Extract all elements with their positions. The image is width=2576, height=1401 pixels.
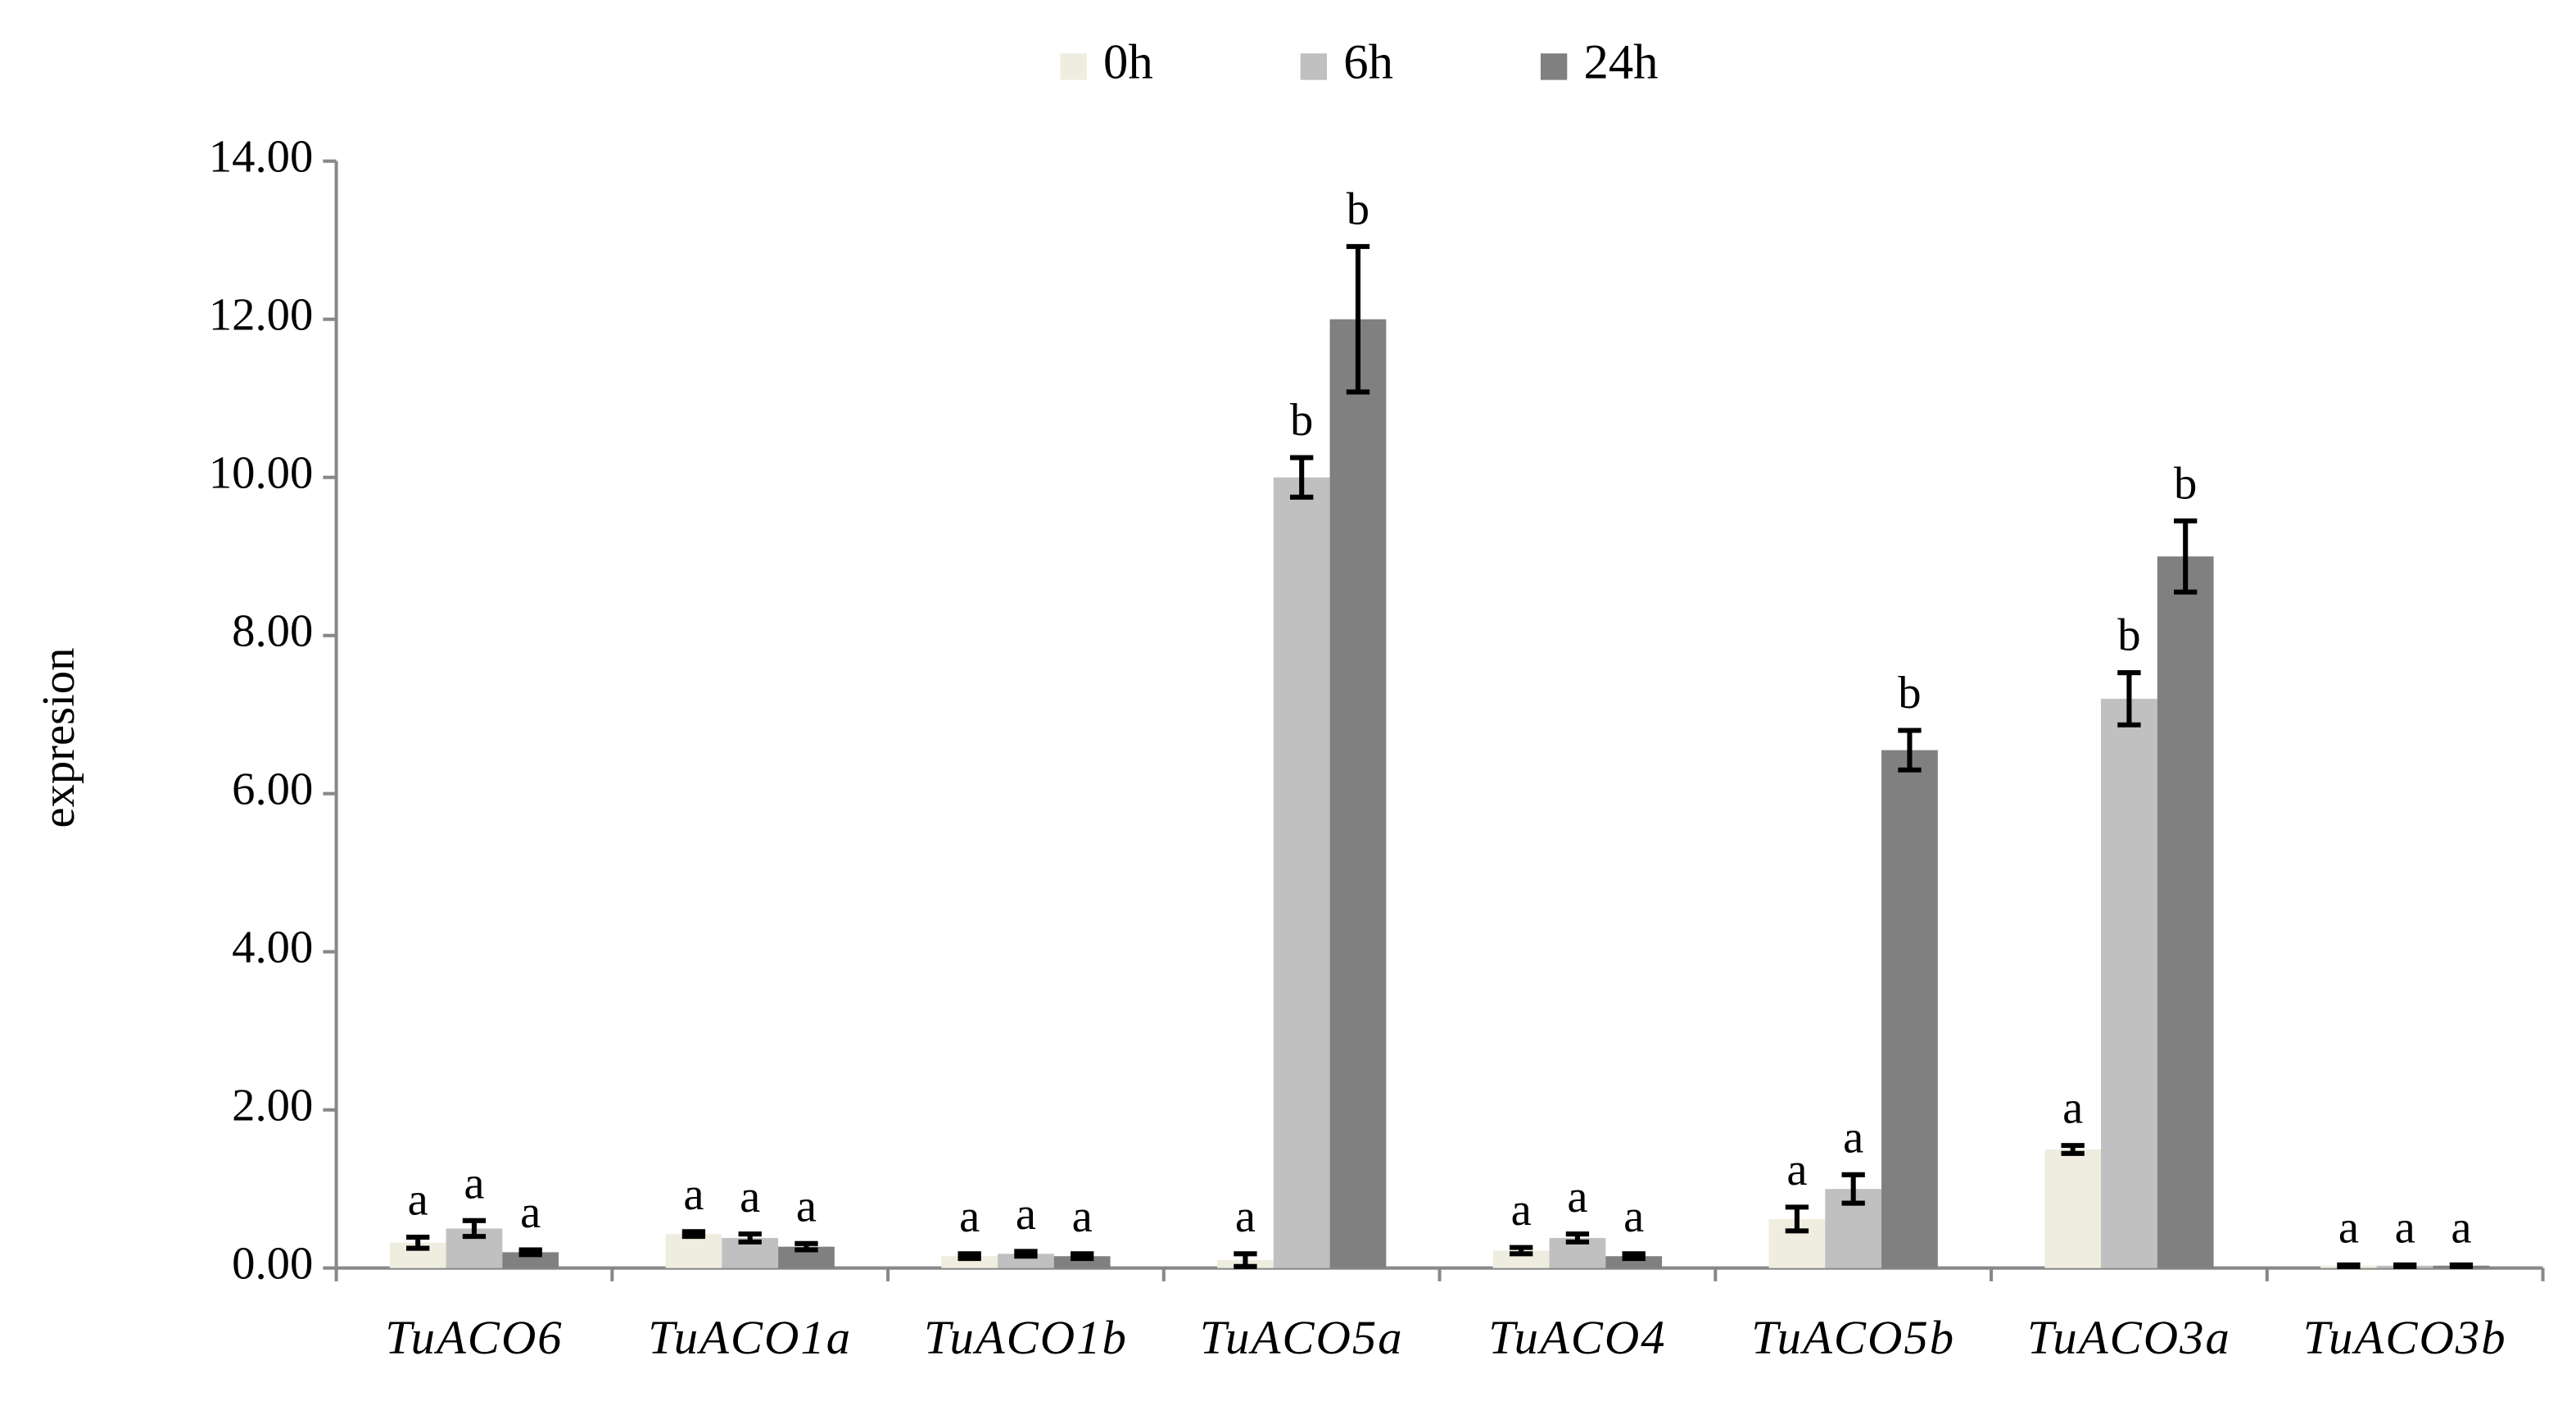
legend-swatch [1300,53,1328,80]
significance-letter: a [1843,1112,1863,1163]
bar [2044,1149,2102,1268]
error-bar [2117,670,2141,728]
significance-letter: b [1347,184,1369,234]
significance-letter: a [1511,1185,1532,1236]
legend-swatch [1540,53,1568,80]
error-bar [1071,1251,1094,1262]
significance-letter: a [2062,1083,2083,1134]
y-tick-label: 12.00 [209,290,313,341]
significance-letter: b [1898,668,1921,719]
significance-letter: a [959,1191,980,1242]
error-bar [1898,728,1922,773]
error-bar [1785,1204,1809,1234]
significance-letter: a [1016,1189,1036,1240]
error-bar [2061,1143,2085,1156]
error-bar [1622,1251,1646,1262]
error-bar [2449,1262,2474,1269]
bar [2101,698,2157,1268]
bar [1881,750,1938,1268]
significance-letter: a [740,1172,760,1222]
x-tick-label: TuACO6 [385,1311,563,1364]
x-tick-label: TuACO4 [1488,1311,1666,1364]
bar [1605,1256,1663,1268]
y-tick-label: 8.00 [232,606,313,657]
x-tick-label: TuACO5b [1751,1311,1955,1364]
significance-letter: a [683,1169,704,1220]
bar [1329,319,1387,1268]
bar [502,1252,559,1268]
bar [1492,1250,1550,1268]
legend-label: 24h [1584,34,1659,89]
error-bar [2174,518,2198,595]
error-bar [1014,1249,1038,1259]
significance-letter: a [1623,1191,1644,1242]
y-tick-label: 10.00 [209,448,313,499]
error-bar [681,1229,706,1240]
error-bar [2393,1262,2417,1269]
y-tick-label: 14.00 [209,132,313,183]
y-axis-label: expresion [34,647,84,827]
significance-letter: a [1235,1191,1256,1242]
x-tick-label: TuACO3a [2027,1311,2231,1364]
significance-letter: a [796,1181,817,1231]
significance-letter: a [2451,1202,2471,1253]
error-bar [406,1235,430,1251]
error-bar [1565,1231,1590,1245]
y-tick-label: 2.00 [232,1081,313,1131]
significance-letter: a [408,1175,428,1226]
bar [2157,556,2214,1268]
significance-letter: b [1290,395,1313,446]
legend-label: 0h [1103,34,1153,89]
bar [998,1254,1054,1268]
y-tick-label: 6.00 [232,764,313,815]
x-tick-label: TuACO1b [924,1311,1128,1364]
legend-swatch [1060,53,1087,80]
x-tick-label: TuACO5a [1200,1311,1404,1364]
y-tick-label: 0.00 [232,1239,313,1290]
error-bar [1234,1251,1257,1269]
error-bar [1346,243,1370,395]
x-tick-label: TuACO3b [2303,1311,2507,1364]
error-bar [1290,455,1314,500]
significance-letter: a [1567,1172,1587,1222]
error-bar [462,1217,487,1240]
bar [1053,1256,1111,1268]
error-bar [958,1251,981,1262]
significance-letter: a [464,1158,484,1208]
significance-letter: b [2117,610,2140,661]
error-bar [2337,1262,2361,1269]
error-bar [518,1247,542,1258]
significance-letter: a [2338,1202,2359,1253]
significance-letter: a [520,1187,541,1238]
significance-letter: a [1072,1191,1093,1242]
y-tick-label: 4.00 [232,923,313,973]
bar [941,1256,998,1268]
x-tick-label: TuACO1a [648,1311,852,1364]
error-bar [795,1240,818,1253]
legend-label: 6h [1343,34,1393,89]
significance-letter: a [2395,1202,2415,1253]
error-bar [1841,1172,1865,1206]
significance-letter: b [2174,458,2197,509]
error-bar [738,1231,762,1245]
bar [1273,477,1330,1268]
significance-letter: a [1786,1145,1807,1195]
bar [665,1234,722,1268]
error-bar [1510,1245,1533,1257]
